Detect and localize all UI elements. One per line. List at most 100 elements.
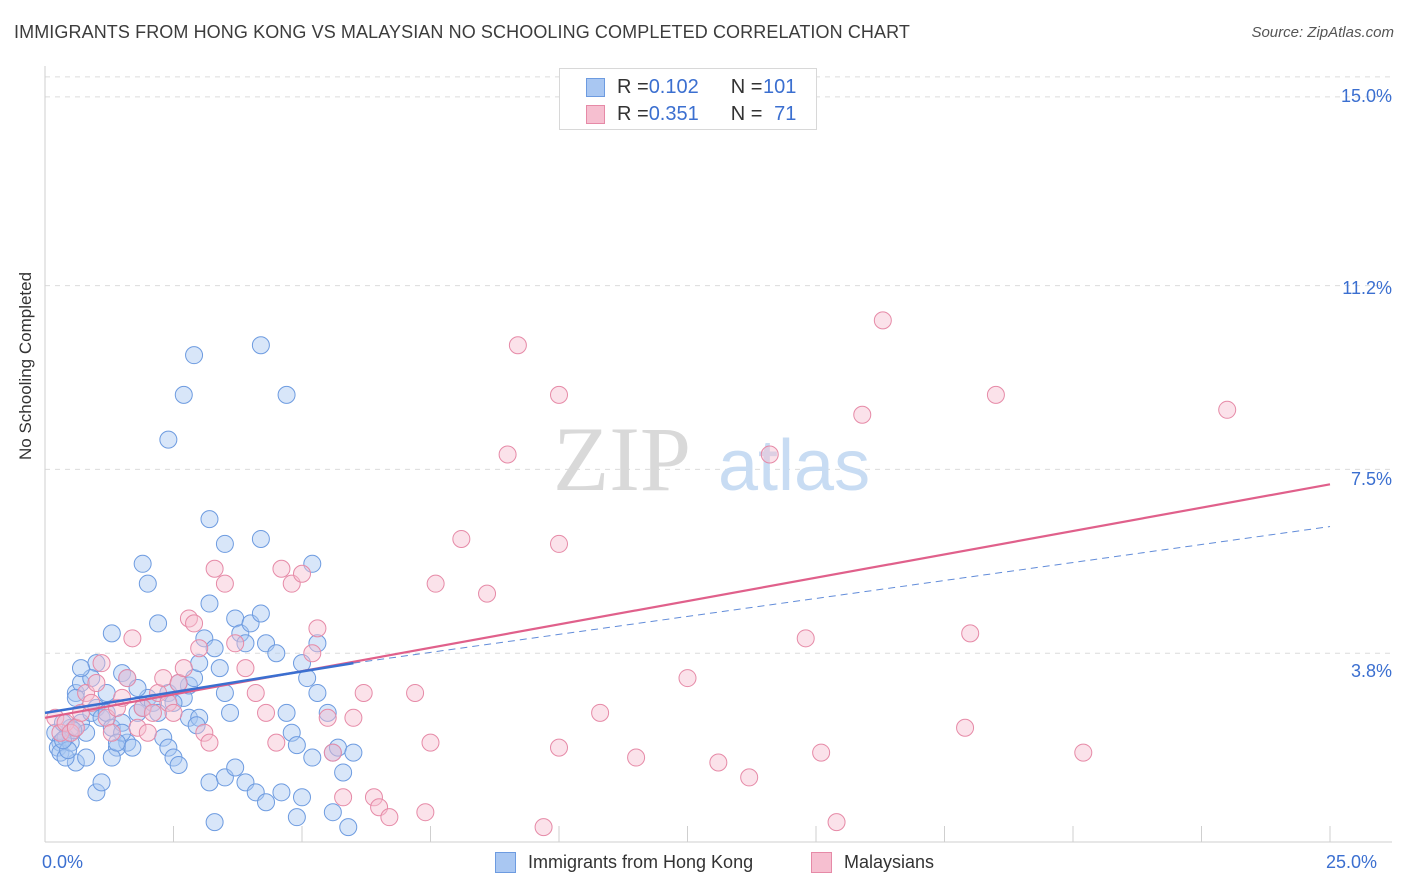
legend-label: Malaysians	[844, 852, 935, 872]
point-malaysians	[179, 609, 198, 628]
point-hong-kong	[334, 763, 353, 782]
point-malaysians	[190, 639, 209, 658]
point-malaysians	[760, 445, 779, 464]
point-malaysians	[257, 703, 276, 722]
point-malaysians	[508, 336, 527, 355]
point-malaysians	[534, 818, 553, 837]
point-malaysians	[986, 385, 1005, 404]
point-hong-kong	[123, 738, 142, 757]
point-hong-kong	[174, 385, 193, 404]
point-malaysians	[318, 708, 337, 727]
n-label: N =	[730, 75, 763, 98]
point-malaysians	[123, 629, 142, 648]
point-hong-kong	[92, 773, 111, 792]
point-hong-kong	[287, 736, 306, 755]
point-hong-kong	[251, 336, 270, 355]
point-hong-kong	[87, 783, 106, 802]
point-malaysians	[364, 788, 383, 807]
point-hong-kong	[149, 614, 168, 633]
point-malaysians	[812, 743, 831, 762]
correlation-legend: R = 0.102 N = 101 R = 0.351 N = 71	[559, 68, 817, 130]
point-hong-kong	[251, 529, 270, 548]
y-tick-label: 15.0%	[1340, 86, 1392, 106]
point-malaysians	[61, 723, 80, 742]
point-malaysians	[956, 718, 975, 737]
point-hong-kong	[277, 385, 296, 404]
point-malaysians	[709, 753, 728, 772]
point-malaysians	[354, 683, 373, 702]
n-value: 101	[763, 75, 797, 98]
point-hong-kong	[187, 716, 206, 735]
point-hong-kong	[257, 793, 276, 812]
point-hong-kong	[221, 703, 240, 722]
trend-line-hong-kong	[44, 661, 354, 715]
x-tick-label-min: 0.0%	[42, 852, 84, 872]
point-malaysians	[92, 654, 111, 673]
point-hong-kong	[293, 788, 311, 807]
point-malaysians	[452, 529, 471, 548]
r-value: 0.351	[648, 102, 699, 125]
point-malaysians	[215, 574, 234, 593]
grid-lines	[45, 76, 1392, 654]
point-malaysians	[226, 634, 245, 653]
pink-swatch-icon	[811, 852, 832, 873]
point-hong-kong	[272, 783, 291, 802]
point-malaysians	[550, 385, 568, 404]
point-malaysians	[740, 768, 759, 787]
point-hong-kong	[318, 703, 337, 722]
point-hong-kong	[102, 624, 121, 643]
point-hong-kong	[339, 818, 358, 837]
point-malaysians	[143, 703, 162, 722]
point-malaysians	[498, 445, 517, 464]
legend-label: Immigrants from Hong Kong	[528, 852, 754, 872]
y-tick-label: 11.2%	[1342, 278, 1392, 298]
point-hong-kong	[210, 659, 229, 678]
point-hong-kong	[159, 430, 178, 449]
point-malaysians	[873, 311, 892, 330]
point-malaysians	[334, 788, 353, 807]
point-malaysians	[478, 584, 497, 603]
point-hong-kong	[277, 703, 296, 722]
point-malaysians	[200, 733, 219, 752]
series-hong-kong-points	[46, 336, 363, 837]
point-hong-kong	[185, 346, 204, 365]
point-malaysians	[293, 564, 311, 583]
trend-lines	[44, 483, 1331, 719]
point-malaysians	[1218, 400, 1237, 419]
point-malaysians	[102, 723, 121, 742]
trend-extension-hong-kong	[353, 526, 1331, 664]
point-hong-kong	[113, 664, 132, 683]
point-malaysians	[87, 674, 106, 693]
point-malaysians	[164, 703, 183, 722]
legend-item-hong-kong: Immigrants from Hong Kong	[495, 852, 753, 873]
point-hong-kong	[59, 741, 78, 760]
point-malaysians	[380, 808, 399, 827]
point-malaysians	[154, 669, 173, 688]
point-malaysians	[303, 644, 322, 663]
point-hong-kong	[200, 594, 219, 613]
n-label: N =	[730, 102, 763, 125]
point-malaysians	[627, 748, 646, 767]
y-tick-label: 3.8%	[1350, 661, 1392, 681]
point-malaysians	[406, 683, 425, 702]
point-malaysians	[128, 718, 147, 737]
r-value: 0.102	[648, 75, 699, 98]
point-hong-kong	[205, 639, 224, 658]
point-malaysians	[344, 708, 363, 727]
n-value: 71	[774, 102, 797, 125]
point-malaysians	[1074, 743, 1093, 762]
point-malaysians	[267, 733, 286, 752]
y-axis-label: No Schooling Completed	[16, 271, 35, 460]
point-malaysians	[246, 683, 265, 702]
point-hong-kong	[200, 773, 219, 792]
point-malaysians	[205, 559, 224, 578]
point-malaysians	[591, 703, 610, 722]
point-hong-kong	[323, 803, 342, 822]
point-hong-kong	[215, 534, 234, 553]
point-malaysians	[961, 624, 980, 643]
legend-item-malaysians: Malaysians	[811, 852, 934, 873]
point-hong-kong	[236, 634, 255, 653]
point-hong-kong	[53, 731, 72, 750]
point-hong-kong	[200, 510, 219, 529]
